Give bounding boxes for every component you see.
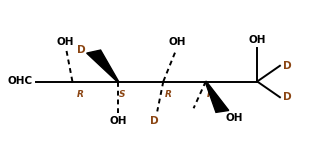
Text: D: D bbox=[150, 116, 158, 126]
Polygon shape bbox=[205, 81, 229, 112]
Text: R: R bbox=[77, 90, 84, 99]
Text: OH: OH bbox=[168, 37, 186, 47]
Text: D: D bbox=[283, 92, 292, 102]
Text: R: R bbox=[164, 90, 171, 99]
Text: S: S bbox=[119, 90, 126, 99]
Text: OH: OH bbox=[249, 35, 266, 45]
Text: OH: OH bbox=[109, 116, 126, 126]
Text: D: D bbox=[77, 45, 86, 55]
Text: R: R bbox=[207, 90, 214, 99]
Text: OH: OH bbox=[225, 113, 243, 123]
Text: D: D bbox=[283, 61, 292, 71]
Text: OH: OH bbox=[56, 37, 74, 47]
Polygon shape bbox=[87, 50, 119, 82]
Text: OHC: OHC bbox=[8, 76, 33, 87]
